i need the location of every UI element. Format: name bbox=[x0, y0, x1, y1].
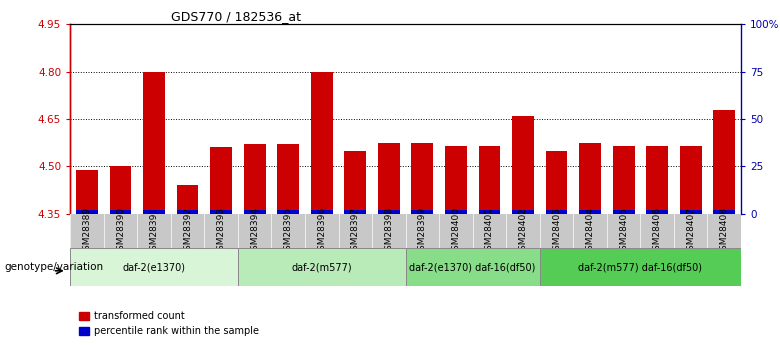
Bar bbox=[244, 210, 265, 214]
Bar bbox=[70, 248, 238, 286]
Text: daf-2(e1370): daf-2(e1370) bbox=[122, 263, 186, 272]
Text: GSM28398: GSM28398 bbox=[385, 207, 393, 256]
Bar bbox=[378, 210, 399, 214]
Text: GSM28408: GSM28408 bbox=[720, 207, 729, 256]
Text: GSM28407: GSM28407 bbox=[686, 207, 695, 256]
Bar bbox=[144, 210, 165, 214]
Bar bbox=[479, 210, 500, 214]
Bar bbox=[311, 210, 332, 214]
Text: GDS770 / 182536_at: GDS770 / 182536_at bbox=[171, 10, 301, 23]
Bar bbox=[580, 143, 601, 214]
Bar bbox=[680, 210, 701, 214]
Bar bbox=[445, 210, 466, 214]
Text: GSM28390: GSM28390 bbox=[116, 207, 125, 256]
Bar bbox=[211, 210, 232, 214]
Bar bbox=[76, 210, 98, 214]
Text: GSM28395: GSM28395 bbox=[284, 207, 292, 256]
Bar bbox=[238, 248, 406, 286]
Text: GSM28394: GSM28394 bbox=[250, 207, 259, 256]
Bar bbox=[412, 143, 433, 214]
Bar bbox=[244, 144, 265, 214]
Bar bbox=[613, 146, 634, 214]
Bar bbox=[714, 210, 735, 214]
Bar bbox=[211, 148, 232, 214]
Bar bbox=[378, 143, 399, 214]
Text: daf-2(m577): daf-2(m577) bbox=[292, 263, 352, 272]
Bar bbox=[278, 144, 299, 214]
Bar bbox=[613, 210, 634, 214]
Text: GSM28400: GSM28400 bbox=[452, 207, 460, 256]
Text: GSM28404: GSM28404 bbox=[586, 207, 594, 256]
Text: daf-2(m577) daf-16(df50): daf-2(m577) daf-16(df50) bbox=[579, 263, 702, 272]
Bar bbox=[311, 72, 332, 214]
Bar bbox=[540, 248, 741, 286]
Bar bbox=[278, 210, 299, 214]
Bar bbox=[546, 151, 567, 214]
Text: GSM28402: GSM28402 bbox=[519, 207, 527, 256]
Text: GSM28396: GSM28396 bbox=[317, 207, 326, 256]
Text: GSM28403: GSM28403 bbox=[552, 207, 561, 256]
Legend: transformed count, percentile rank within the sample: transformed count, percentile rank withi… bbox=[75, 307, 262, 340]
Text: GSM28393: GSM28393 bbox=[217, 207, 225, 256]
Bar bbox=[512, 210, 534, 214]
Bar bbox=[580, 210, 601, 214]
Bar bbox=[177, 210, 198, 214]
Bar bbox=[144, 72, 165, 214]
Text: genotype/variation: genotype/variation bbox=[4, 263, 103, 272]
Text: daf-2(e1370) daf-16(df50): daf-2(e1370) daf-16(df50) bbox=[410, 263, 536, 272]
Bar bbox=[714, 110, 735, 214]
Bar bbox=[76, 170, 98, 214]
Bar bbox=[647, 210, 668, 214]
Text: GSM28405: GSM28405 bbox=[619, 207, 628, 256]
Text: GSM28392: GSM28392 bbox=[183, 207, 192, 256]
Bar bbox=[680, 146, 701, 214]
Text: GSM28399: GSM28399 bbox=[418, 207, 427, 256]
Bar bbox=[345, 151, 366, 214]
Bar bbox=[110, 210, 131, 214]
Bar bbox=[445, 146, 466, 214]
Bar bbox=[546, 210, 567, 214]
Bar bbox=[177, 185, 198, 214]
Bar bbox=[345, 210, 366, 214]
Text: GSM28391: GSM28391 bbox=[150, 207, 158, 256]
Text: GSM28389: GSM28389 bbox=[83, 207, 91, 256]
Bar bbox=[512, 116, 534, 214]
Text: GSM28401: GSM28401 bbox=[485, 207, 494, 256]
Bar bbox=[412, 210, 433, 214]
Bar bbox=[406, 248, 540, 286]
Text: GSM28397: GSM28397 bbox=[351, 207, 360, 256]
Bar bbox=[647, 146, 668, 214]
Bar bbox=[110, 167, 131, 214]
Bar bbox=[479, 146, 500, 214]
Text: GSM28406: GSM28406 bbox=[653, 207, 661, 256]
